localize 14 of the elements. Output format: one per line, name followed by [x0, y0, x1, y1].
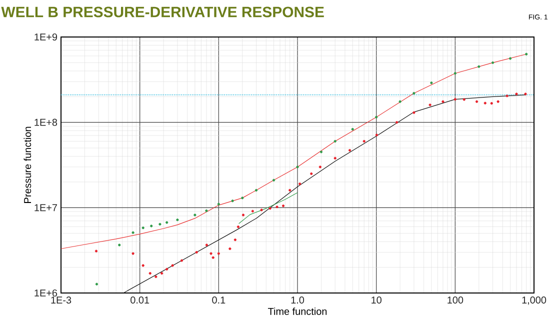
y-tick-label: 1E+6	[34, 289, 58, 297]
x-tick-label: 0.01	[130, 296, 150, 304]
y-tick-label: 1E+8	[34, 118, 58, 126]
y-axis-title: Pressure function	[24, 126, 32, 203]
x-tick-label: 1E-3	[51, 296, 72, 304]
y-tick-label: 1E+7	[34, 204, 57, 212]
x-tick-label: 0.1	[212, 296, 226, 304]
x-tick-label: 1,000	[522, 296, 546, 305]
x-axis-title: Time function	[268, 308, 327, 315]
x-tick-label: 100	[448, 296, 464, 304]
x-tick-label: 1.0	[291, 296, 304, 304]
y-tick-label: 1E+9	[34, 33, 58, 41]
x-tick-label: 10	[372, 296, 382, 304]
chart-title: WELL B PRESSURE-DERIVATIVE RESPONSE	[1, 6, 324, 18]
